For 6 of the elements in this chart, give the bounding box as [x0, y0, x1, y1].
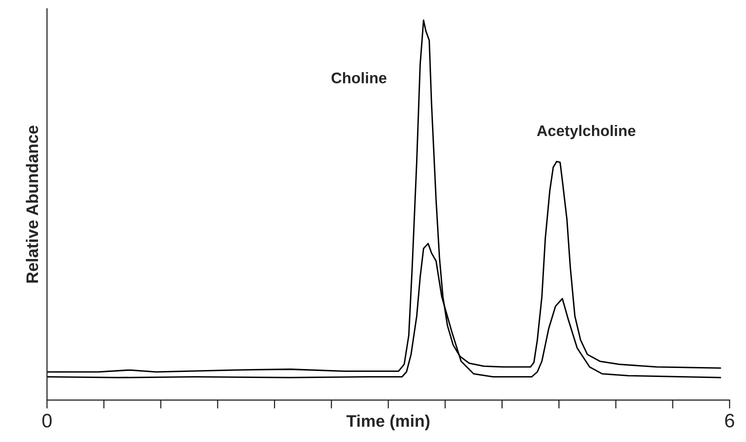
- x-tick-label: 0: [42, 414, 52, 428]
- annotation: Acetylcholine: [536, 124, 636, 140]
- x-tick-label: 6: [725, 414, 734, 428]
- y-axis-title: Relative Abundance: [26, 126, 38, 283]
- x-axis-title: Time (min): [346, 414, 430, 430]
- annotation: Choline: [332, 72, 386, 84]
